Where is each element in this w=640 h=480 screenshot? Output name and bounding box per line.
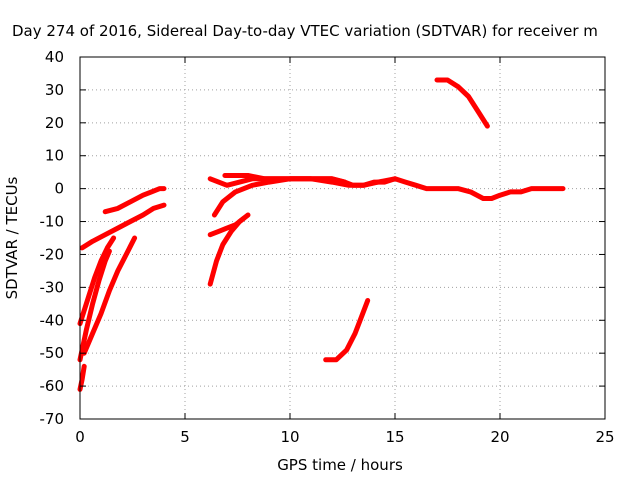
x-tick-label: 15 (385, 428, 404, 446)
series-line-arc-4 (81, 235, 138, 356)
y-axis-label: SDTVAR / TECUs (3, 176, 21, 299)
series-line-arc-8 (207, 215, 247, 238)
y-tick-label: 10 (45, 147, 64, 165)
y-tick-label: 40 (45, 48, 64, 66)
x-tick-label: 5 (180, 428, 190, 446)
series-line-arc-12 (323, 298, 371, 363)
y-tick-label: -30 (40, 278, 65, 296)
y-tick-label: -10 (40, 213, 65, 231)
x-tick-label: 0 (75, 428, 85, 446)
axis-ticks: 0 5 10 15 20 25 -70 -60 -50 -40 -30 -20 -10 0 10 20 30 40 (40, 48, 615, 446)
series-layer (77, 77, 566, 392)
y-tick-label: 0 (54, 180, 64, 198)
y-tick-label: -40 (40, 311, 65, 329)
x-tick-label: 20 (490, 428, 509, 446)
x-axis-label: GPS time / hours (277, 456, 403, 474)
y-tick-label: 30 (45, 81, 64, 99)
series-line-arc-11 (222, 173, 348, 185)
series-line-arc-3 (77, 235, 117, 327)
series-line-arc-13 (434, 77, 490, 129)
y-tick-label: 20 (45, 114, 64, 132)
chart-title: Day 274 of 2016, Sidereal Day-to-day VTE… (12, 22, 598, 40)
y-tick-label: -60 (40, 377, 65, 395)
series-line-arc-2 (77, 248, 112, 363)
y-tick-label: -20 (40, 245, 65, 263)
series-line-arc-6 (102, 186, 167, 215)
x-tick-label: 25 (595, 428, 614, 446)
series-line-arc-5 (79, 202, 167, 251)
y-tick-label: -50 (40, 344, 65, 362)
x-tick-label: 10 (280, 428, 299, 446)
y-tick-label: -70 (40, 410, 65, 428)
grid-lines (80, 57, 605, 419)
plot-frame (79, 56, 606, 420)
